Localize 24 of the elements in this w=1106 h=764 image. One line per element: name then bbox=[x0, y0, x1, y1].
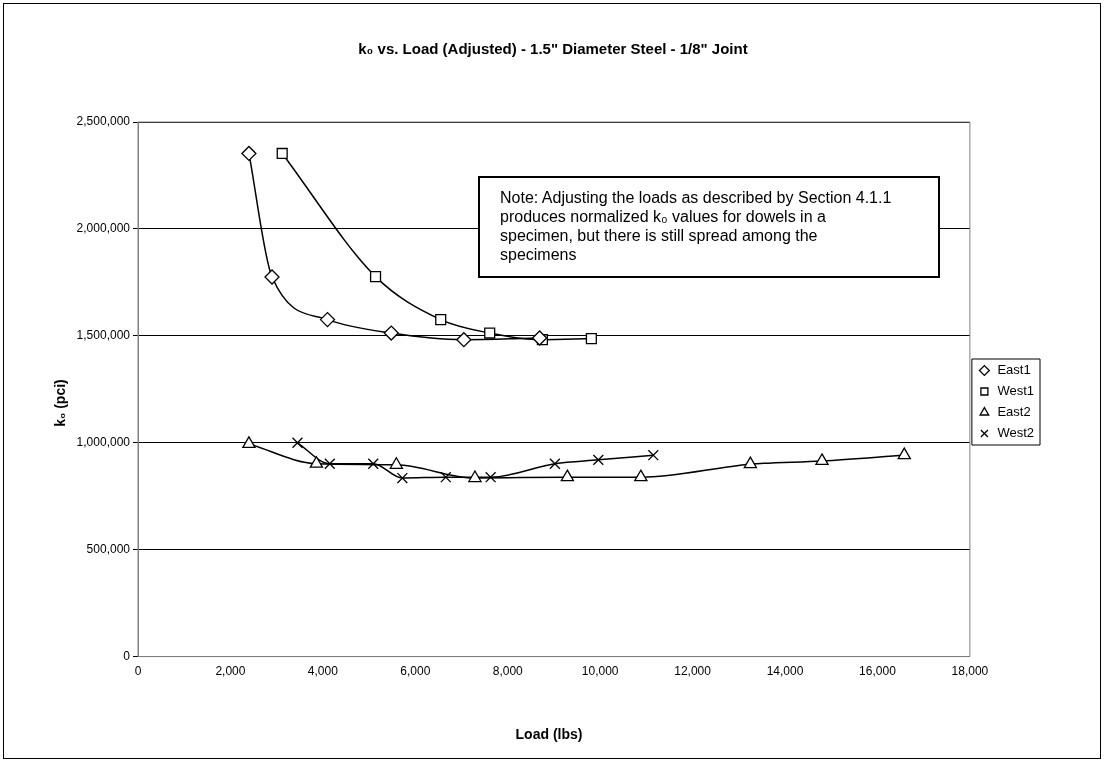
x-tick-label: 14,000 bbox=[766, 664, 804, 679]
x-tick-label: 0 bbox=[134, 664, 142, 679]
y-tick-label: 1,000,000 bbox=[76, 435, 131, 450]
note-box: Note: Adjusting the loads as described by Section 4.1.1 produces normalized k₀ values for dowels in a specimen, but there is still spread among the specimens bbox=[478, 176, 940, 278]
legend-label: East2 bbox=[997, 404, 1031, 420]
y-tick-label: 0 bbox=[123, 648, 131, 663]
y-tick-label: 500,000 bbox=[86, 541, 131, 556]
y-axis-title: k₀ (pci) bbox=[52, 379, 68, 427]
y-tick-label: 2,000,000 bbox=[76, 221, 131, 236]
y-tick-label: 2,500,000 bbox=[76, 114, 131, 129]
x-tick-label: 6,000 bbox=[400, 664, 431, 679]
x-tick-label: 4,000 bbox=[307, 664, 339, 679]
legend-label: West2 bbox=[997, 425, 1034, 441]
chart-title: k₀ vs. Load (Adjusted) - 1.5" Diameter Steel - 1/8" Joint bbox=[357, 40, 749, 57]
legend-label: East1 bbox=[997, 362, 1031, 378]
x-axis-title: Load (lbs) bbox=[514, 726, 584, 742]
x-tick-label: 2,000 bbox=[215, 664, 246, 679]
legend-label: West1 bbox=[997, 383, 1034, 399]
x-tick-label: 18,000 bbox=[951, 664, 989, 679]
x-tick-label: 10,000 bbox=[581, 664, 619, 679]
x-tick-label: 8,000 bbox=[492, 664, 524, 679]
y-tick-label: 1,500,000 bbox=[76, 328, 131, 343]
x-tick-label: 12,000 bbox=[674, 664, 712, 679]
x-tick-label: 16,000 bbox=[859, 664, 897, 679]
